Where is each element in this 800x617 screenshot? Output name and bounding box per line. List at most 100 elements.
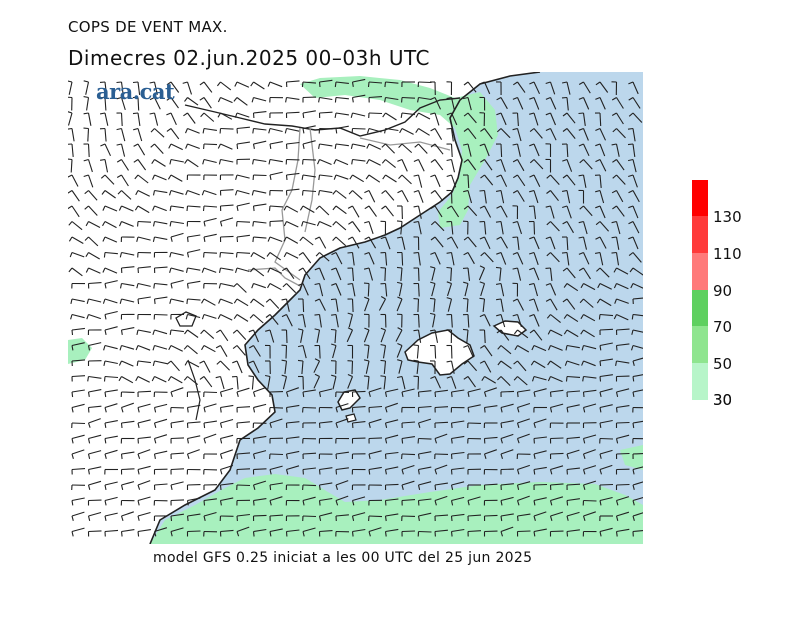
- wind-barb: [269, 158, 283, 163]
- wind-barb: [88, 205, 98, 216]
- legend-label: 50: [713, 355, 733, 373]
- wind-barb: [121, 451, 135, 455]
- wind-barb: [170, 158, 184, 163]
- wind-barb-flag: [615, 345, 618, 351]
- wind-barb: [88, 389, 102, 393]
- menorca-island: [492, 320, 528, 337]
- wind-barb: [582, 112, 586, 126]
- wind-barb: [137, 465, 151, 471]
- wind-barb-flag: [217, 97, 221, 103]
- wind-barb-flag: [546, 174, 551, 179]
- wind-barb-flag: [549, 500, 553, 506]
- wind-barb-flag: [615, 407, 618, 413]
- wind-barb: [71, 128, 75, 142]
- wind-barb-flag: [434, 391, 437, 398]
- wind-barb-flag: [446, 205, 452, 210]
- wind-barb: [269, 528, 283, 533]
- wind-barb: [599, 143, 606, 157]
- wind-barb-flag: [71, 531, 74, 537]
- wind-barb-flag: [364, 251, 370, 255]
- wind-barb-flag: [71, 438, 74, 444]
- wind-barb-flag: [169, 205, 172, 211]
- wind-barb-flag: [169, 298, 172, 304]
- wind-barb: [154, 143, 164, 154]
- wind-barb-flag: [497, 376, 502, 381]
- wind-barb: [434, 205, 443, 218]
- wind-barb-flag: [351, 515, 355, 522]
- wind-barb: [385, 483, 399, 486]
- wind-barb: [253, 450, 267, 455]
- wind-barb: [517, 433, 530, 440]
- wind-barb: [253, 403, 267, 409]
- wind-barb-flag: [315, 205, 320, 210]
- wind-barb: [533, 388, 547, 393]
- wind-barb: [396, 298, 403, 312]
- wind-barb: [417, 298, 420, 313]
- legend-label: 70: [713, 318, 733, 336]
- wind-barb-flag: [598, 314, 601, 320]
- wind-barb-flag: [365, 174, 370, 180]
- wind-barb-flag: [184, 360, 188, 366]
- wind-barb-flag: [496, 282, 502, 285]
- wind-barb-flag: [132, 112, 139, 115]
- wind-barb-flag: [203, 500, 206, 506]
- wind-barb-flag: [103, 345, 106, 351]
- wind-barb-flag: [582, 484, 586, 490]
- wind-barb: [368, 252, 375, 265]
- wind-barb: [220, 96, 233, 104]
- wind-barb-flag: [467, 500, 470, 506]
- wind-barb-flag: [380, 296, 386, 300]
- wind-barb: [467, 496, 481, 502]
- wind-barb: [368, 236, 377, 249]
- wind-barb-flag: [364, 220, 370, 224]
- wind-barb-flag: [613, 283, 617, 289]
- wind-barb: [384, 236, 391, 250]
- wind-barb-flag: [104, 314, 107, 320]
- wind-barb: [566, 221, 574, 234]
- wind-barb: [417, 252, 421, 266]
- wind-barb: [203, 143, 218, 146]
- wind-barb: [385, 205, 394, 217]
- wind-barb-flag: [516, 500, 520, 506]
- wind-barb-flag: [285, 174, 288, 181]
- wind-barb: [137, 449, 151, 455]
- wind-barb: [319, 174, 333, 178]
- wind-barb-flag: [496, 205, 502, 209]
- wind-barb: [516, 128, 522, 142]
- wind-barb-flag: [533, 391, 536, 398]
- wind-barb: [352, 158, 366, 162]
- wind-barb: [319, 111, 333, 114]
- wind-barb-flag: [529, 236, 535, 240]
- wind-barb-flag: [169, 221, 172, 227]
- wind-barb-flag: [152, 360, 156, 367]
- wind-barb: [352, 390, 366, 393]
- wind-barb-flag: [614, 298, 618, 304]
- wind-barb-flag: [479, 313, 485, 318]
- wind-barb-flag: [335, 422, 339, 428]
- wind-barb-flag: [430, 329, 436, 332]
- wind-barb-flag: [232, 360, 238, 364]
- wind-barb: [319, 143, 333, 147]
- wind-barb: [484, 174, 494, 186]
- wind-barb-flag: [87, 469, 90, 475]
- wind-barb: [286, 267, 295, 280]
- ara-cat-logo[interactable]: ara.cat: [96, 79, 175, 104]
- wind-barb-flag: [384, 97, 387, 103]
- wind-barb: [332, 345, 337, 359]
- wind-barb: [385, 159, 396, 169]
- wind-barb-flag: [318, 515, 322, 522]
- wind-barb-flag: [430, 281, 436, 285]
- wind-barb: [499, 267, 502, 281]
- wind-barb-flag: [100, 112, 106, 115]
- wind-barb-flag: [595, 159, 601, 163]
- wind-barb-flag: [298, 282, 304, 286]
- wind-barb: [500, 403, 514, 409]
- wind-barb: [566, 449, 580, 455]
- wind-barb-flag: [565, 345, 568, 351]
- wind-barb: [286, 465, 300, 471]
- wind-barb-flag: [631, 329, 634, 335]
- wind-barb: [616, 452, 630, 455]
- wind-barb: [236, 360, 243, 374]
- wind-barb: [566, 344, 580, 349]
- wind-barb: [253, 140, 267, 145]
